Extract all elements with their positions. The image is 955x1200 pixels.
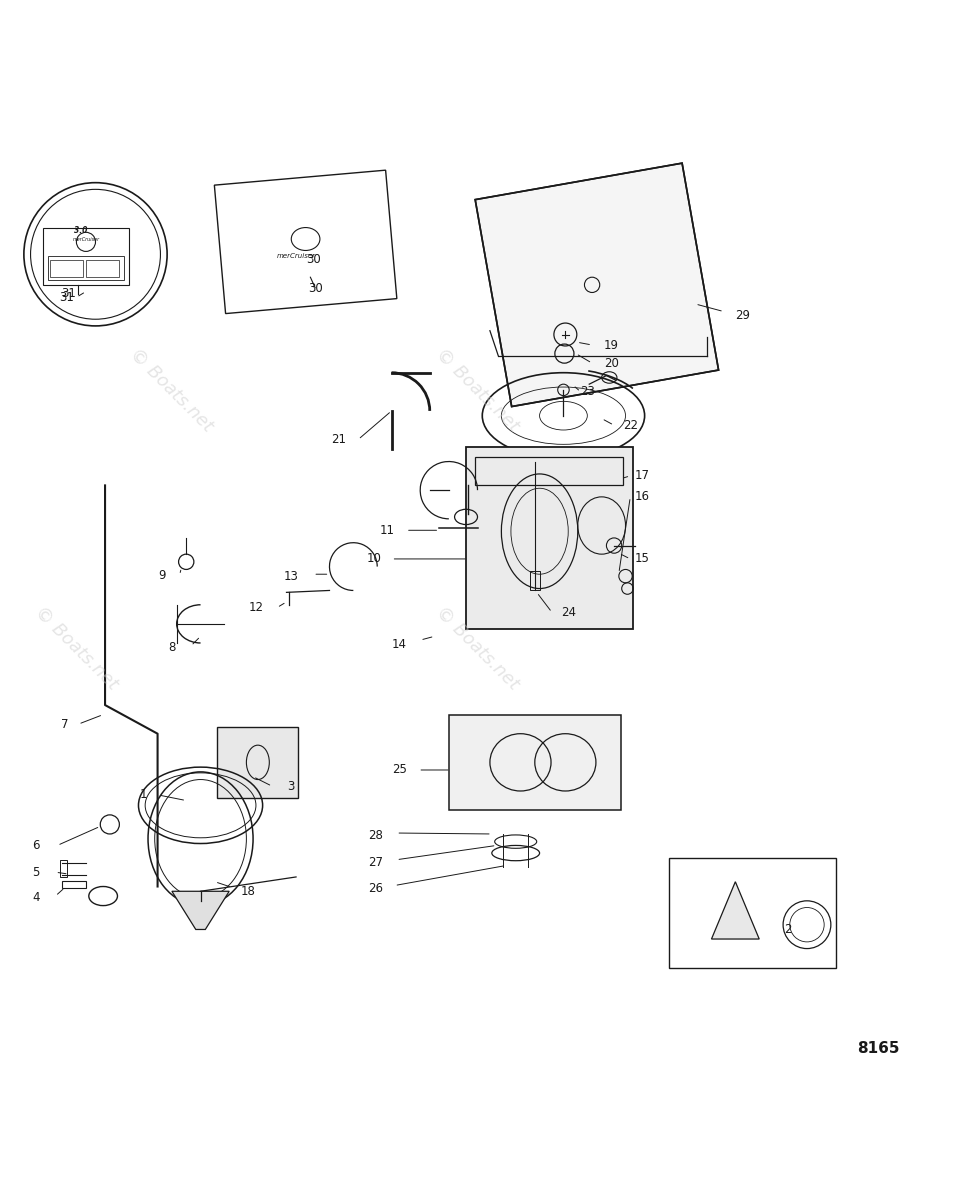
Text: 16: 16 (634, 491, 649, 503)
Text: 8: 8 (168, 641, 176, 654)
Text: 23: 23 (580, 385, 595, 398)
Text: 22: 22 (623, 419, 638, 432)
Text: 14: 14 (392, 638, 407, 652)
Text: 31: 31 (61, 287, 76, 300)
Text: © Boats.net: © Boats.net (433, 344, 522, 436)
Bar (530, 571, 540, 590)
Text: © Boats.net: © Boats.net (127, 344, 217, 436)
Bar (48, 257, 124, 280)
Text: 24: 24 (561, 606, 576, 619)
Text: 26: 26 (368, 882, 383, 895)
Text: 3: 3 (287, 780, 295, 793)
Polygon shape (476, 163, 718, 407)
Text: 5: 5 (32, 865, 40, 878)
Polygon shape (711, 882, 759, 940)
Text: 6: 6 (32, 839, 40, 852)
Polygon shape (449, 715, 621, 810)
Text: 9: 9 (159, 569, 166, 582)
Text: 30: 30 (306, 252, 321, 265)
Text: 10: 10 (367, 552, 382, 565)
Text: 1: 1 (139, 788, 147, 802)
Text: 30: 30 (308, 282, 323, 294)
Text: 11: 11 (379, 523, 394, 536)
Text: 3.0: 3.0 (74, 226, 88, 235)
Bar (475, 457, 623, 486)
Bar (86, 260, 119, 277)
Text: merCruiser: merCruiser (73, 236, 99, 241)
Bar (43, 228, 129, 284)
Text: 19: 19 (604, 338, 619, 352)
Polygon shape (218, 726, 298, 798)
Text: 29: 29 (735, 308, 751, 322)
Text: 31: 31 (59, 290, 74, 304)
Text: 13: 13 (284, 570, 299, 583)
Text: 18: 18 (241, 884, 256, 898)
Text: 12: 12 (248, 601, 264, 614)
Text: 4: 4 (32, 892, 40, 905)
Text: 17: 17 (634, 469, 649, 482)
Bar (62, 881, 86, 888)
Text: 27: 27 (368, 856, 383, 869)
Bar (668, 858, 836, 967)
Text: 8165: 8165 (858, 1042, 900, 1056)
Text: 25: 25 (392, 763, 407, 776)
Text: © Boats.net: © Boats.net (32, 602, 121, 692)
Text: 28: 28 (368, 829, 383, 842)
Text: 21: 21 (331, 433, 347, 446)
Text: 15: 15 (634, 552, 649, 565)
Text: merCruiser: merCruiser (277, 253, 315, 259)
Text: 20: 20 (604, 356, 619, 370)
Polygon shape (172, 892, 229, 930)
Polygon shape (465, 448, 632, 629)
Bar (60, 859, 67, 877)
Text: © Boats.net: © Boats.net (433, 602, 522, 692)
Bar (50, 260, 83, 277)
Text: 7: 7 (61, 718, 69, 731)
Text: 2: 2 (784, 923, 792, 936)
